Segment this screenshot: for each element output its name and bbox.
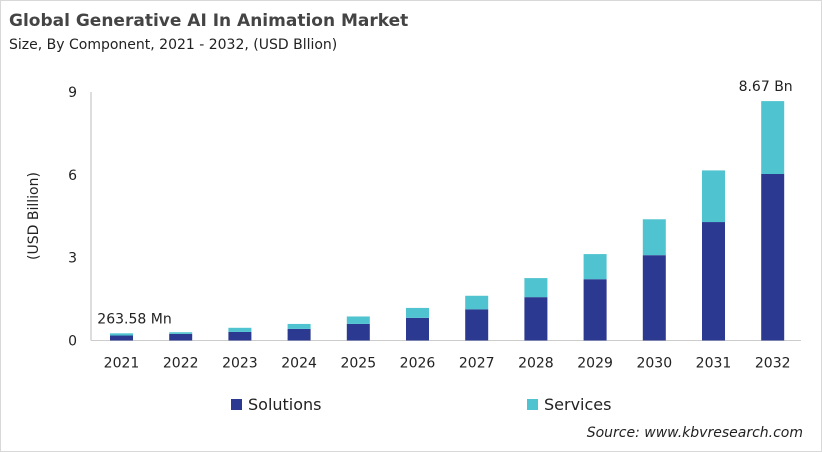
bar-services-2029 bbox=[583, 254, 607, 280]
bar-solutions-2021 bbox=[110, 335, 133, 341]
x-tick-label: 2026 bbox=[400, 356, 436, 372]
bar-solutions-2031 bbox=[702, 222, 725, 341]
bar-solutions-2024 bbox=[287, 328, 311, 341]
y-tick-label: 3 bbox=[68, 251, 77, 267]
chart-subtitle: Size, By Component, 2021 - 2032, (USD Bl… bbox=[9, 37, 338, 53]
bar-services-2025 bbox=[346, 316, 370, 324]
y-tick-label: 9 bbox=[68, 85, 77, 101]
y-tick-label: 6 bbox=[68, 168, 77, 184]
bar-solutions-2022 bbox=[169, 333, 193, 341]
data-label-2032: 8.67 Bn bbox=[739, 79, 793, 95]
x-tick-label: 2028 bbox=[518, 356, 554, 372]
legend-item-services: Services bbox=[527, 395, 611, 414]
bar-services-2021 bbox=[110, 333, 133, 336]
bar-solutions-2028 bbox=[524, 297, 548, 341]
bar-services-2028 bbox=[524, 278, 548, 298]
bar-services-2031 bbox=[702, 170, 725, 223]
x-tick-label: 2030 bbox=[636, 356, 672, 372]
bar-services-2024 bbox=[287, 323, 311, 329]
x-tick-label: 2021 bbox=[104, 356, 140, 372]
legend-item-solutions: Solutions bbox=[231, 395, 322, 414]
x-tick-label: 2023 bbox=[222, 356, 258, 372]
bar-services-2023 bbox=[228, 327, 252, 332]
bar-solutions-2027 bbox=[465, 309, 489, 341]
bar-solutions-2025 bbox=[346, 323, 370, 341]
x-tick-label: 2029 bbox=[577, 356, 613, 372]
x-tick-label: 2025 bbox=[340, 356, 376, 372]
y-tick-label: 0 bbox=[68, 334, 77, 350]
bar-solutions-2030 bbox=[642, 255, 666, 341]
x-tick-label: 2031 bbox=[696, 356, 732, 372]
x-tick-label: 2024 bbox=[281, 356, 317, 372]
legend-swatch-services bbox=[527, 399, 538, 410]
bar-services-2030 bbox=[642, 219, 666, 256]
x-tick-label: 2032 bbox=[755, 356, 791, 372]
y-axis-label: (USD Billion) bbox=[26, 172, 42, 260]
bar-solutions-2023 bbox=[228, 331, 252, 341]
legend-swatch-solutions bbox=[231, 399, 242, 410]
legend-label: Solutions bbox=[248, 395, 322, 414]
data-label-2021: 263.58 Mn bbox=[97, 311, 171, 327]
bar-services-2022 bbox=[169, 332, 193, 334]
source-note: Source: www.kbvresearch.com bbox=[586, 425, 803, 441]
x-tick-label: 2022 bbox=[163, 356, 199, 372]
x-tick-label: 2027 bbox=[459, 356, 495, 372]
bar-solutions-2032 bbox=[761, 174, 785, 341]
bar-services-2027 bbox=[465, 295, 489, 310]
bar-solutions-2029 bbox=[583, 279, 607, 341]
chart-title: Global Generative AI In Animation Market bbox=[9, 11, 409, 31]
bar-solutions-2026 bbox=[406, 317, 429, 341]
bar-chart: 0 3 6 9 (USD Billion) 2021 263.58 Mn 2022 2023 20… bbox=[26, 79, 801, 372]
bar-services-2026 bbox=[406, 307, 429, 318]
legend-label: Services bbox=[544, 395, 612, 414]
bar-services-2032 bbox=[761, 101, 785, 175]
